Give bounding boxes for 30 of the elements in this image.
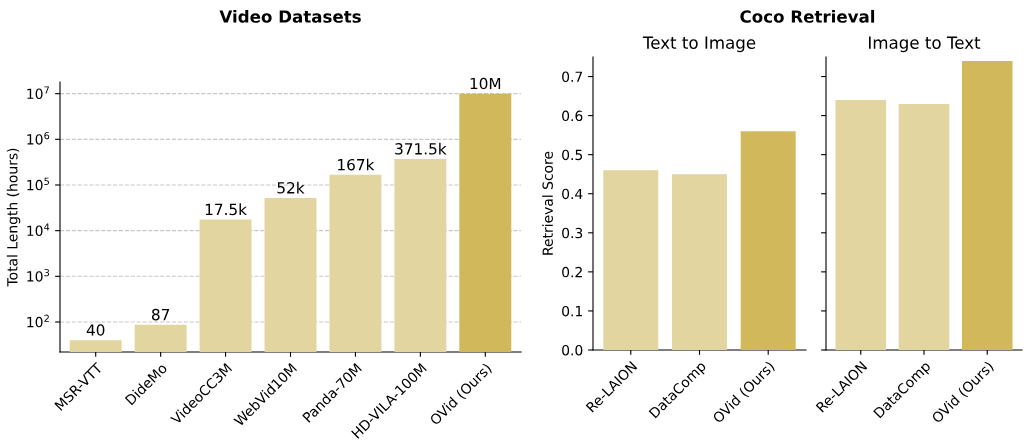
data-label: 87 [151,308,170,321]
y-tick-label: 10$^{6}$ [27,131,50,145]
y-tick-label: 10$^{3}$ [27,268,50,282]
data-label: 10M [470,77,501,90]
chart-subtitle: Image to Text [869,36,981,53]
data-label: 52k [277,181,305,194]
y-tick-label: 10$^{7}$ [27,86,49,100]
y-tick-label: 0.4 [562,188,583,200]
y-tick-label: 10$^{2}$ [27,314,49,328]
y-tick-label: 0.6 [562,110,583,122]
data-label: 167k [338,158,375,171]
bar [603,170,659,350]
chart-subtitle: Text to Image [642,36,756,53]
chart-title: Coco Retrieval [740,9,875,23]
y-tick-label: 0.0 [562,344,583,356]
bar [672,174,727,350]
data-label: 17.5k [205,203,247,216]
y-tick-label: 0.7 [562,71,583,83]
y-tick-label: 10$^{5}$ [27,177,49,191]
y-axis-title: Total Length (hours) [6,148,21,287]
data-label: 371.5k [395,142,447,155]
y-tick-label: 0.2 [562,266,582,278]
y-tick-label: 0.1 [562,305,582,317]
y-axis-title: Retrieval Score [542,151,553,255]
y-tick-label: 0.5 [562,149,583,161]
data-label: 40 [86,324,105,336]
y-tick-label: 0.3 [562,227,583,239]
bar [740,131,796,350]
y-tick-label: 10$^{4}$ [27,223,50,237]
chart-title: Video Datasets [219,9,361,23]
